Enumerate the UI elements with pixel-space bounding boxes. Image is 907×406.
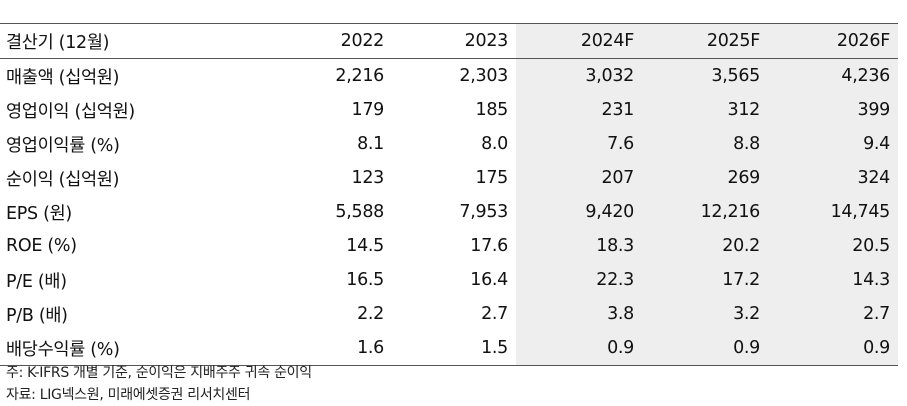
cell-2022: 1.6 bbox=[262, 331, 392, 366]
cell-2024f: 9,420 bbox=[516, 195, 642, 229]
cell-2025f: 3,565 bbox=[642, 58, 768, 93]
cell-2025f: 269 bbox=[642, 161, 768, 195]
cell-2025f: 20.2 bbox=[642, 229, 768, 263]
table-notes: 주: K-IFRS 개별 기준, 순이익은 지배주주 귀속 순이익 자료: LI… bbox=[6, 362, 312, 406]
cell-2025f: 12,216 bbox=[642, 195, 768, 229]
row-label: 영업이익률 (%) bbox=[6, 135, 120, 156]
cell-2025f: 3.2 bbox=[642, 297, 768, 331]
row-label: P/E (배) bbox=[6, 271, 67, 292]
cell-2026f: 9.4 bbox=[768, 127, 898, 161]
cell-2022: 2.2 bbox=[357, 304, 384, 324]
basis-note: 주: K-IFRS 개별 기준, 순이익은 지배주주 귀속 순이익 bbox=[6, 365, 312, 381]
table-row: 영업이익 (십억원) 179 185 231 312 399 bbox=[0, 93, 898, 127]
cell-2022: 179 bbox=[351, 100, 384, 120]
cell-2022: 123 bbox=[351, 168, 384, 188]
table-row: 배당수익률 (%) 1.6 1.5 0.9 0.9 0.9 bbox=[0, 331, 898, 366]
cell-2026f: 2.7 bbox=[768, 297, 898, 331]
cell-2026f: 4,236 bbox=[768, 58, 898, 93]
cell-2022: 2,216 bbox=[335, 66, 384, 86]
row-label: 순이익 (십억원) bbox=[6, 169, 120, 190]
cell-2024f: 0.9 bbox=[516, 331, 642, 366]
cell-2026f: 399 bbox=[768, 93, 898, 127]
cell-2023: 1.5 bbox=[392, 331, 516, 366]
cell-2025f: 8.8 bbox=[642, 127, 768, 161]
row-label: EPS (원) bbox=[6, 203, 72, 224]
cell-2024f: 231 bbox=[516, 93, 642, 127]
header-2023: 2023 bbox=[392, 23, 516, 59]
table-row: ROE (%) 14.5 17.6 18.3 20.2 20.5 bbox=[0, 229, 898, 263]
cell-2026f: 0.9 bbox=[768, 331, 898, 366]
row-label: 매출액 (십억원) bbox=[6, 67, 120, 88]
cell-2022: 5,588 bbox=[335, 202, 384, 222]
source-note: 자료: LIG넥스원, 미래에셋증권 리서치센터 bbox=[6, 387, 251, 403]
cell-2024f: 18.3 bbox=[516, 229, 642, 263]
cell-2023: 185 bbox=[475, 100, 508, 120]
row-label: ROE (%) bbox=[6, 236, 77, 256]
cell-2023: 2.7 bbox=[481, 304, 508, 324]
cell-2026f: 14.3 bbox=[768, 263, 898, 297]
financial-table-container: 결산기 (12월) 2022 2023 2024F 2025F 2026F 매출… bbox=[0, 23, 898, 366]
table-row: 영업이익률 (%) 8.1 8.0 7.6 8.8 9.4 bbox=[0, 127, 898, 161]
row-label: P/B (배) bbox=[6, 305, 68, 326]
header-2025f: 2025F bbox=[642, 23, 768, 59]
header-row: 결산기 (12월) 2022 2023 2024F 2025F 2026F bbox=[0, 23, 898, 59]
cell-2022: 14.5 bbox=[346, 236, 384, 256]
cell-2023: 8.0 bbox=[481, 134, 508, 154]
header-2024f: 2024F bbox=[516, 23, 642, 59]
table-body: 매출액 (십억원) 2,216 2,303 3,032 3,565 4,236 영업이익 (… bbox=[0, 58, 898, 366]
table-row: P/E (배) 16.5 16.4 22.3 17.2 14.3 bbox=[0, 263, 898, 297]
cell-2024f: 207 bbox=[516, 161, 642, 195]
cell-2026f: 14,745 bbox=[768, 195, 898, 229]
cell-2023: 2,303 bbox=[459, 66, 508, 86]
table-row: P/B (배) 2.2 2.7 3.8 3.2 2.7 bbox=[0, 297, 898, 331]
header-2026f: 2026F bbox=[768, 23, 898, 59]
header-fiscal-year: 결산기 (12월) bbox=[0, 23, 262, 59]
cell-2025f: 17.2 bbox=[642, 263, 768, 297]
table-header: 결산기 (12월) 2022 2023 2024F 2025F 2026F bbox=[0, 23, 898, 59]
cell-2026f: 20.5 bbox=[768, 229, 898, 263]
cell-2023: 7,953 bbox=[459, 202, 508, 222]
cell-2022: 8.1 bbox=[357, 134, 384, 154]
table-row: 순이익 (십억원) 123 175 207 269 324 bbox=[0, 161, 898, 195]
row-label: 영업이익 (십억원) bbox=[6, 101, 135, 122]
row-label: 배당수익률 (%) bbox=[0, 331, 262, 366]
cell-2024f: 7.6 bbox=[516, 127, 642, 161]
financial-table: 결산기 (12월) 2022 2023 2024F 2025F 2026F 매출… bbox=[0, 23, 898, 366]
table-row: EPS (원) 5,588 7,953 9,420 12,216 14,745 bbox=[0, 195, 898, 229]
cell-2023: 175 bbox=[475, 168, 508, 188]
header-2022: 2022 bbox=[262, 23, 392, 59]
cell-2026f: 324 bbox=[768, 161, 898, 195]
cell-2023: 16.4 bbox=[470, 270, 508, 290]
cell-2024f: 3.8 bbox=[516, 297, 642, 331]
cell-2022: 16.5 bbox=[346, 270, 384, 290]
cell-2024f: 22.3 bbox=[516, 263, 642, 297]
cell-2025f: 0.9 bbox=[642, 331, 768, 366]
cell-2025f: 312 bbox=[642, 93, 768, 127]
table-row: 매출액 (십억원) 2,216 2,303 3,032 3,565 4,236 bbox=[0, 58, 898, 93]
cell-2024f: 3,032 bbox=[516, 58, 642, 93]
cell-2023: 17.6 bbox=[470, 236, 508, 256]
